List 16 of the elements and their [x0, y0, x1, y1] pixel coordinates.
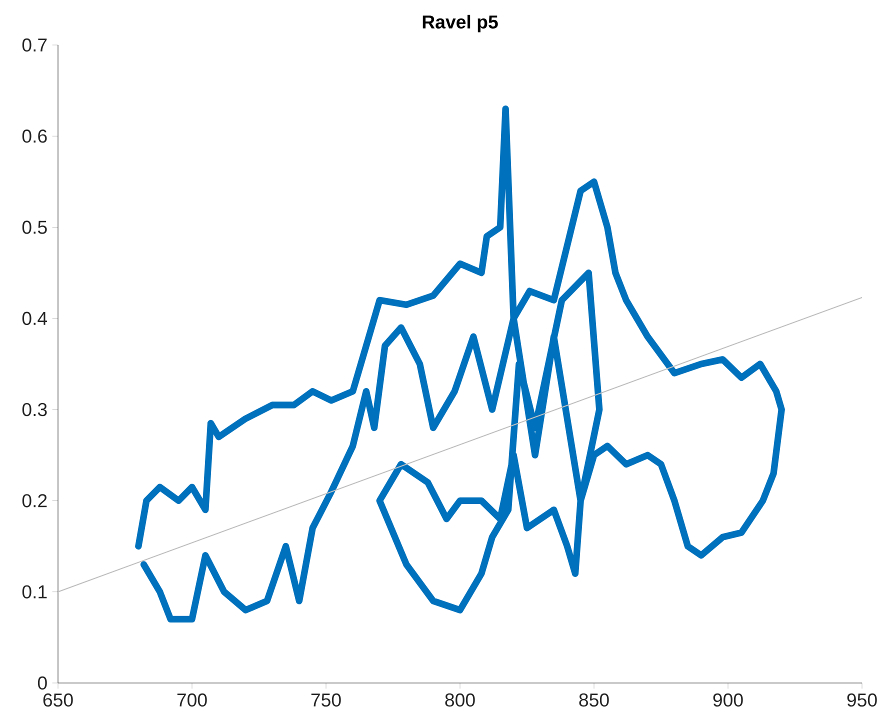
x-tick-label: 800 — [445, 693, 475, 707]
y-tick-label: 0.6 — [22, 130, 47, 143]
chart-title: Ravel p5 — [422, 14, 498, 32]
x-tick-label: 850 — [579, 693, 609, 707]
y-tick-label: 0.5 — [22, 220, 47, 234]
x-tick-label: 700 — [177, 693, 207, 707]
x-tick-label: 650 — [43, 693, 73, 707]
x-tick-label: 750 — [311, 693, 341, 707]
y-tick-label: 0.4 — [22, 312, 48, 326]
x-tick-label: 950 — [847, 693, 877, 707]
x-tick-label: 900 — [713, 693, 743, 707]
y-tick-label: 0.1 — [22, 585, 47, 598]
y-tick-label: 0.3 — [22, 402, 47, 416]
y-tick-label: 0.7 — [22, 38, 47, 52]
y-tick-label: 0.2 — [22, 494, 47, 508]
y-tick-label: 0 — [38, 676, 47, 690]
